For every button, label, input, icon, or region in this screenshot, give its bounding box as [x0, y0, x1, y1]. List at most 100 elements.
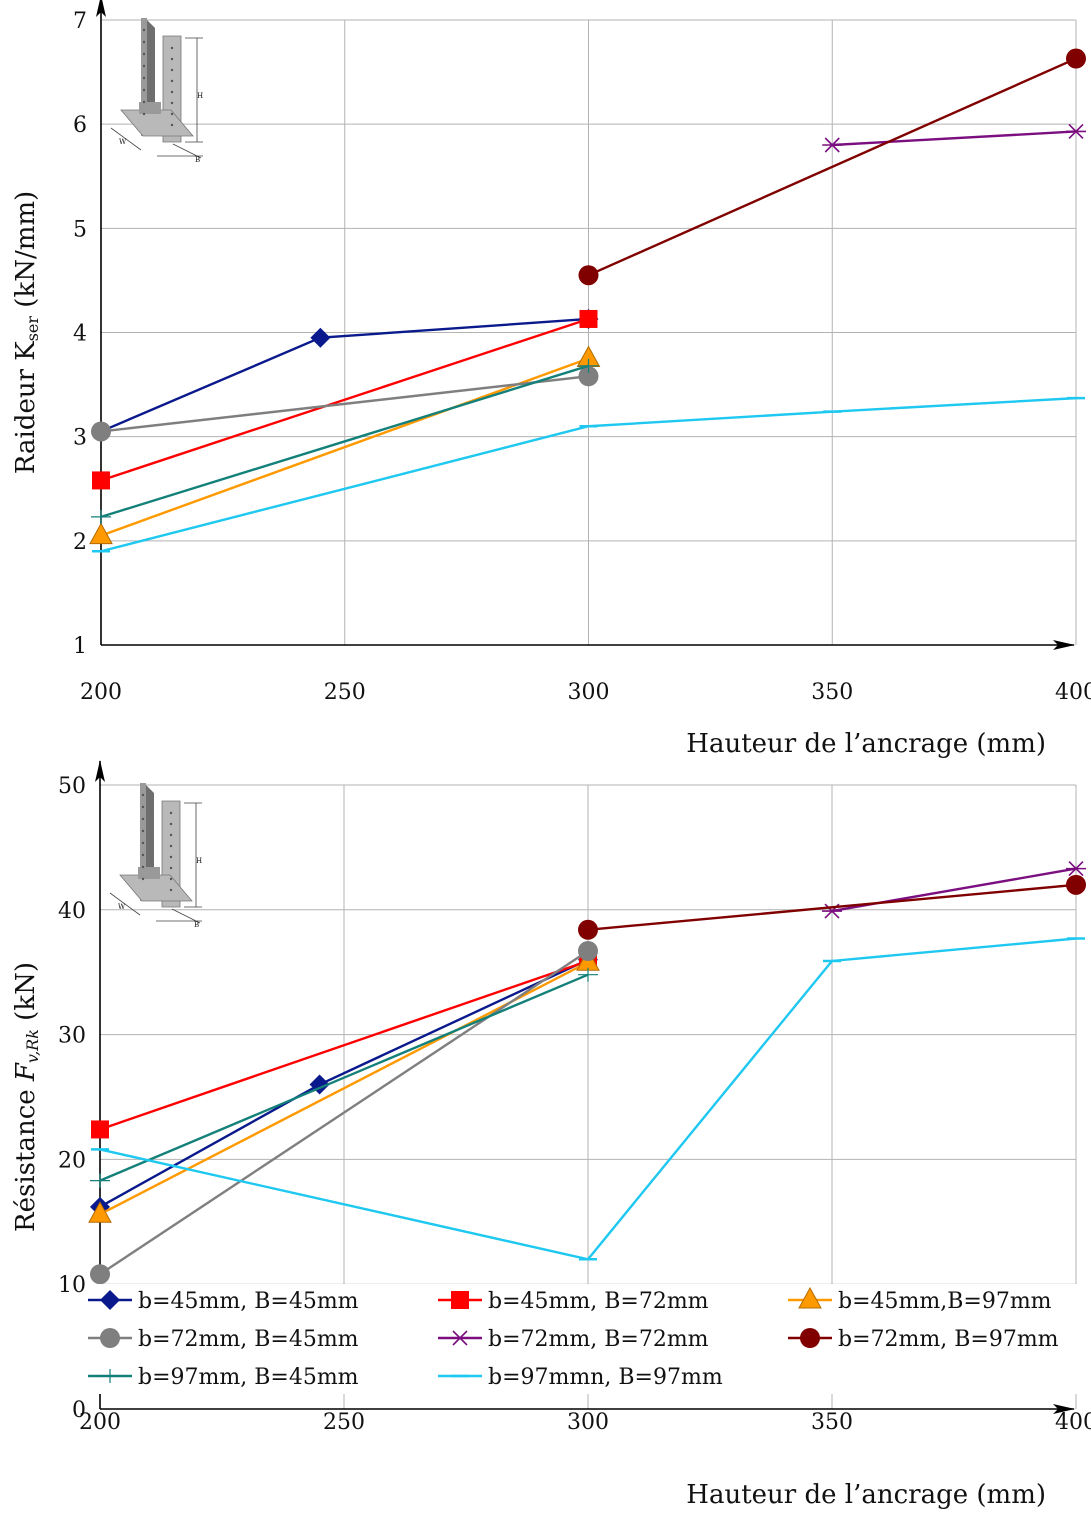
legend-item: b=45mm,B=97mm — [788, 1286, 1052, 1314]
data-point — [92, 471, 110, 490]
series-8 — [91, 937, 1085, 1261]
svg-text:B: B — [195, 156, 200, 164]
svg-text:H: H — [196, 857, 202, 865]
series-line — [100, 396, 1077, 553]
y-axis-label-unit: (kN/mm) — [11, 191, 41, 316]
series-6 — [578, 48, 1086, 286]
data-point — [578, 967, 598, 982]
anchor-bracket-icon: H W B — [109, 783, 202, 929]
legend-swatch-marker — [450, 1330, 470, 1346]
data-point — [1066, 48, 1086, 69]
svg-text:W: W — [118, 903, 126, 911]
data-point — [1066, 861, 1086, 877]
x-tick-label: 400 — [1055, 1410, 1091, 1435]
legend-label: b=45mm, B=45mm — [138, 1289, 359, 1314]
data-point — [579, 309, 598, 328]
y-axis-label-italic: F — [11, 1062, 41, 1082]
y-axis-label-main: Raideur K — [11, 341, 41, 474]
legend-swatch-marker — [798, 1286, 822, 1309]
svg-text:H: H — [197, 92, 203, 100]
data-point — [1066, 123, 1086, 140]
x-axis-label: Hauteur de l’ancrage (mm) — [686, 729, 1046, 759]
legend: b=45mm, B=45mm b=45mm, B=72mm b=45mm,B=97m… — [88, 1284, 1088, 1394]
y-axis-label-sub: ser — [23, 316, 42, 342]
data-point — [89, 522, 113, 545]
data-point — [578, 940, 598, 961]
stiffness-chart: 200 250 300 350 400 1 2 3 4 5 6 7 Hauteur de l’ancra… — [11, 0, 1091, 759]
data-point — [578, 366, 599, 387]
series-line — [587, 883, 1077, 931]
x-tick-label: 400 — [1055, 680, 1091, 705]
series-line — [100, 364, 589, 519]
legend-item: b=97mm, B=45mm — [88, 1365, 359, 1390]
series-line — [99, 937, 1077, 1261]
series-5 — [822, 123, 1086, 153]
data-point — [90, 1173, 110, 1188]
series-line — [100, 375, 589, 433]
legend-swatch-marker — [100, 1290, 120, 1310]
series-line — [100, 357, 589, 537]
y-tick-label: 5 — [73, 217, 87, 242]
data-point — [578, 265, 599, 286]
series-2 — [92, 309, 598, 490]
data-point — [578, 919, 598, 940]
data-point — [91, 421, 111, 442]
resistance-chart: 200 250 300 350 400 0 10 20 30 40 50 Hauteur de l’a… — [11, 760, 1091, 1510]
data-point — [822, 137, 843, 153]
legend-item: b=72mm, B=72mm — [438, 1327, 709, 1352]
gridlines — [101, 19, 1077, 645]
series-4 — [91, 366, 599, 442]
data-point — [578, 358, 599, 373]
series-7 — [91, 358, 599, 524]
y-tick-label: 3 — [73, 426, 87, 451]
y-tick-label: 6 — [73, 113, 87, 138]
y-tick-label: 50 — [58, 774, 86, 799]
y-tick-label: 0 — [72, 1398, 86, 1423]
legend-box — [88, 1284, 1088, 1394]
legend-label: b=97mm, B=45mm — [138, 1365, 359, 1390]
legend-label: b=97mmn, B=97mm — [488, 1365, 723, 1390]
x-tick-label: 300 — [568, 680, 610, 705]
anchor-bracket-icon: H W B — [110, 18, 203, 164]
y-tick-label: 4 — [73, 322, 87, 347]
x-tick-label: 200 — [80, 680, 122, 705]
data-point — [90, 1264, 110, 1285]
x-tick-label: 350 — [811, 1410, 853, 1435]
y-tick-label: 20 — [58, 1148, 86, 1173]
legend-swatch-marker — [100, 1328, 120, 1348]
x-tick-label: 200 — [79, 1410, 121, 1435]
y-axis-label-unit: (kN) — [11, 962, 41, 1029]
series-line — [99, 959, 589, 1131]
y-tick-label: 30 — [58, 1024, 86, 1049]
svg-text:W: W — [119, 138, 127, 146]
legend-label: b=45mm,B=97mm — [838, 1289, 1052, 1314]
series-3 — [89, 345, 601, 545]
y-tick-label: 1 — [73, 634, 87, 659]
legend-item: b=45mm, B=72mm — [438, 1289, 709, 1314]
series-6 — [578, 874, 1086, 940]
series-7 — [90, 967, 598, 1188]
y-tick-label: 40 — [58, 899, 86, 924]
series-line — [832, 130, 1077, 147]
x-tick-label: 250 — [323, 1410, 365, 1435]
legend-item: b=72mm, B=97mm — [788, 1327, 1059, 1352]
svg-text:B: B — [194, 921, 199, 929]
y-axis-label-main: Résistance — [11, 1081, 41, 1232]
y-axis-label: Résistance Fv,Rk (kN) — [11, 962, 42, 1232]
series-line — [99, 973, 589, 1182]
y-axis-label-sub: v,Rk — [23, 1029, 42, 1063]
legend-label: b=72mm, B=72mm — [488, 1327, 709, 1352]
legend-label: b=45mm, B=72mm — [488, 1289, 709, 1314]
data-point — [1066, 874, 1086, 895]
legend-swatch-marker — [451, 1291, 469, 1309]
legend-swatch-marker — [800, 1328, 820, 1348]
x-tick-label: 300 — [567, 1410, 609, 1435]
legend-item: b=97mmn, B=97mm — [438, 1365, 723, 1390]
data-point — [91, 509, 111, 524]
y-axis-label: Raideur Kser (kN/mm) — [11, 191, 42, 474]
series-8 — [92, 396, 1085, 553]
series-line — [100, 317, 589, 482]
legend-item: b=45mm, B=45mm — [88, 1289, 359, 1314]
